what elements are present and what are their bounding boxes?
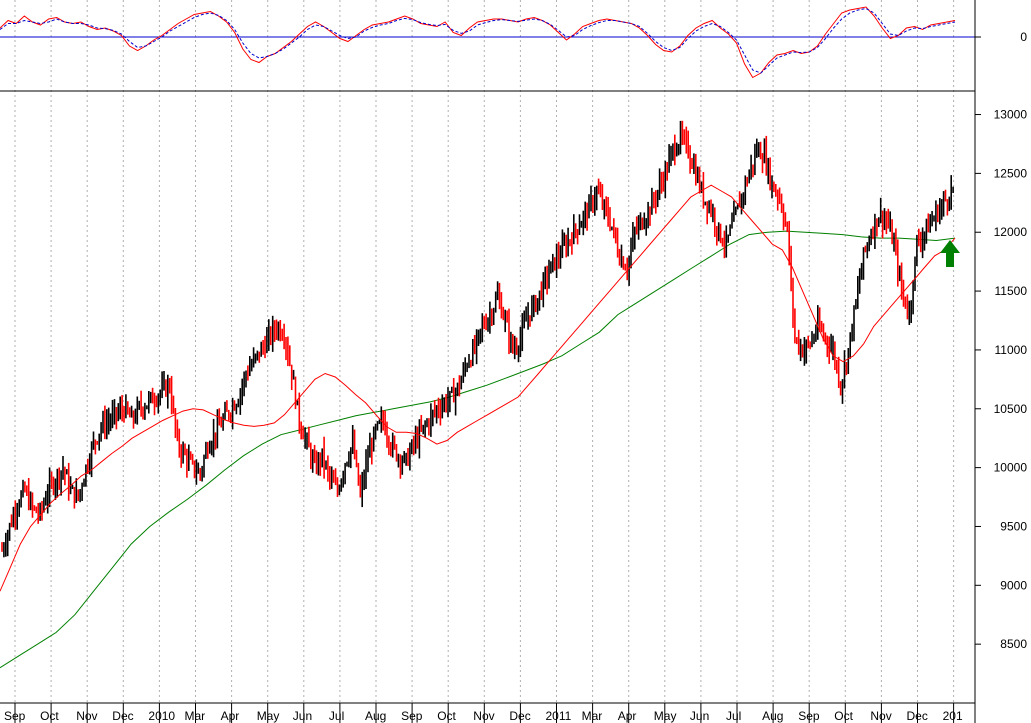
oscillator-main-line <box>0 6 956 79</box>
oscillator-signal-line <box>0 7 956 74</box>
y-tick-label: 12500 <box>994 166 1028 180</box>
x-tick-label: Jun <box>690 709 709 723</box>
x-tick-label: Mar <box>582 709 603 723</box>
y-tick-label: 11500 <box>995 284 1028 298</box>
x-tick-label: 2010 <box>148 709 175 723</box>
x-tick-label: Jul <box>329 709 344 723</box>
y-tick-label: 9000 <box>1000 578 1027 592</box>
y-tick-label: 11000 <box>995 343 1028 357</box>
x-tick-label: Jun <box>293 709 312 723</box>
x-tick-label: 201 <box>943 709 963 723</box>
x-tick-label: Oct <box>437 709 456 723</box>
x-tick-label: Mar <box>185 709 206 723</box>
short-moving-average-line <box>0 184 956 592</box>
oscillator-panel: 0 <box>0 6 1027 79</box>
x-tick-label: Oct <box>834 709 853 723</box>
y-tick-label: 8500 <box>1000 637 1027 651</box>
y-tick-label: 10000 <box>994 461 1028 475</box>
y-tick-label: 12000 <box>994 225 1028 239</box>
x-tick-label: Apr <box>618 709 637 723</box>
x-tick-label: 2011 <box>546 709 572 723</box>
grid-lines <box>14 0 955 703</box>
x-tick-label: Oct <box>40 709 59 723</box>
price-panel: 8500 9000 9500 10000 10500 11000 11500 12000 125… <box>0 108 1028 669</box>
long-moving-average-line <box>0 230 956 669</box>
x-tick-label: Apr <box>221 709 240 723</box>
x-axis-labels: Sep Oct Nov Dec 2010 Mar Apr May Jun Jul Aug Sep Oct… <box>4 703 963 723</box>
y-tick-label: 9500 <box>1000 519 1027 533</box>
y-tick-label: 13000 <box>994 108 1028 122</box>
osc-tick-label: 0 <box>1020 30 1027 44</box>
up-arrow-icon <box>940 240 960 267</box>
x-tick-label: Jul <box>726 709 741 723</box>
y-tick-label: 10500 <box>994 402 1028 416</box>
